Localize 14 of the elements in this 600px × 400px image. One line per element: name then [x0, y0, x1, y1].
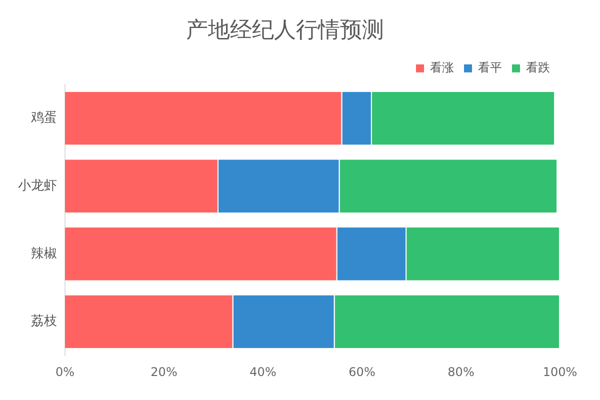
chart-title: 产地经纪人行情预测: [186, 18, 384, 43]
x-tick-label: 20%: [150, 364, 178, 379]
x-tick-label: 0%: [55, 364, 75, 379]
y-tick-label: 辣椒: [31, 246, 57, 262]
x-tick-label: 40%: [250, 364, 276, 379]
legend-label: 看跌: [526, 60, 550, 75]
y-tick-label: 鸡蛋: [30, 110, 57, 126]
y-tick-label: 荔枝: [31, 314, 57, 330]
legend-label: 看平: [478, 60, 502, 75]
y-tick-label: 小龙虾: [18, 178, 57, 194]
x-tick-label: 100%: [542, 364, 578, 379]
x-tick-label: 80%: [448, 364, 474, 379]
x-tick-label: 60%: [348, 364, 376, 379]
legend-label: 看涨: [430, 60, 454, 75]
